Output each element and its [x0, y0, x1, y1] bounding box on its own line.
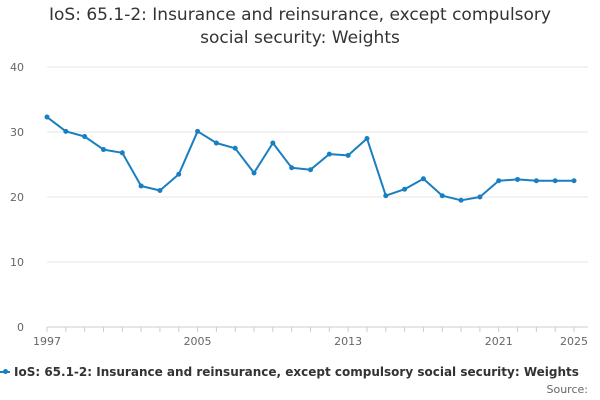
chart-title: IoS: 65.1-2: Insurance and reinsurance, … [0, 4, 600, 50]
legend-marker [3, 369, 8, 374]
data-point-2001 [119, 150, 125, 156]
x-axis: 1997 2005 2013 2021 2025 [33, 326, 588, 348]
chart-title-line-1: IoS: 65.1-2: Insurance and reinsurance, … [49, 5, 551, 25]
y-axis-tick-labels: 0 10 20 30 40 [10, 61, 24, 334]
data-point-2007 [232, 145, 238, 151]
data-point-2002 [138, 183, 144, 189]
x-tick-label-1997: 1997 [33, 335, 61, 348]
y-tick-label-10: 10 [10, 256, 24, 269]
data-point-2004 [176, 171, 182, 177]
data-point-2024 [552, 178, 558, 184]
legend[interactable]: IoS: 65.1-2: Insurance and reinsurance, … [0, 364, 600, 380]
series-group [44, 114, 577, 203]
x-tick-label-2005: 2005 [184, 335, 212, 348]
data-point-2010 [289, 165, 295, 171]
data-point-2021 [496, 178, 502, 184]
data-point-2011 [308, 167, 313, 173]
data-point-2019 [458, 197, 464, 203]
data-point-1999 [82, 134, 88, 140]
x-tick-label-2025: 2025 [560, 335, 588, 348]
y-tick-label-0: 0 [17, 321, 24, 334]
data-point-2008 [251, 170, 257, 176]
data-point-2012 [326, 151, 332, 157]
data-point-2023 [533, 178, 539, 184]
chart-title-line-2: social security: Weights [200, 28, 400, 48]
data-point-2017 [420, 176, 426, 182]
data-point-2014 [364, 136, 370, 141]
source-credit: Source: [546, 383, 589, 396]
y-tick-label-40: 40 [10, 61, 24, 74]
data-point-2020 [477, 194, 483, 200]
data-point-2015 [383, 193, 389, 199]
data-point-2006 [213, 140, 219, 146]
data-point-2003 [157, 188, 163, 193]
data-point-2025 [571, 178, 577, 184]
legend-series-name: IoS: 65.1-2: Insurance and reinsurance, … [14, 365, 579, 379]
grid-lines [47, 66, 588, 263]
series-line [46, 116, 574, 202]
data-point-2013 [345, 152, 351, 158]
x-tick-label-2021: 2021 [485, 335, 513, 348]
data-point-2022 [515, 176, 521, 182]
data-point-2009 [270, 140, 276, 146]
data-point-2016 [402, 186, 408, 192]
data-point-2000 [100, 147, 106, 153]
y-tick-label-20: 20 [10, 191, 24, 204]
x-tick-label-2013: 2013 [334, 335, 362, 348]
data-point-1998 [63, 128, 69, 134]
data-point-2018 [439, 193, 445, 199]
data-point-2005 [195, 128, 201, 134]
y-tick-label-30: 30 [10, 126, 24, 139]
data-point-1997 [44, 114, 50, 120]
